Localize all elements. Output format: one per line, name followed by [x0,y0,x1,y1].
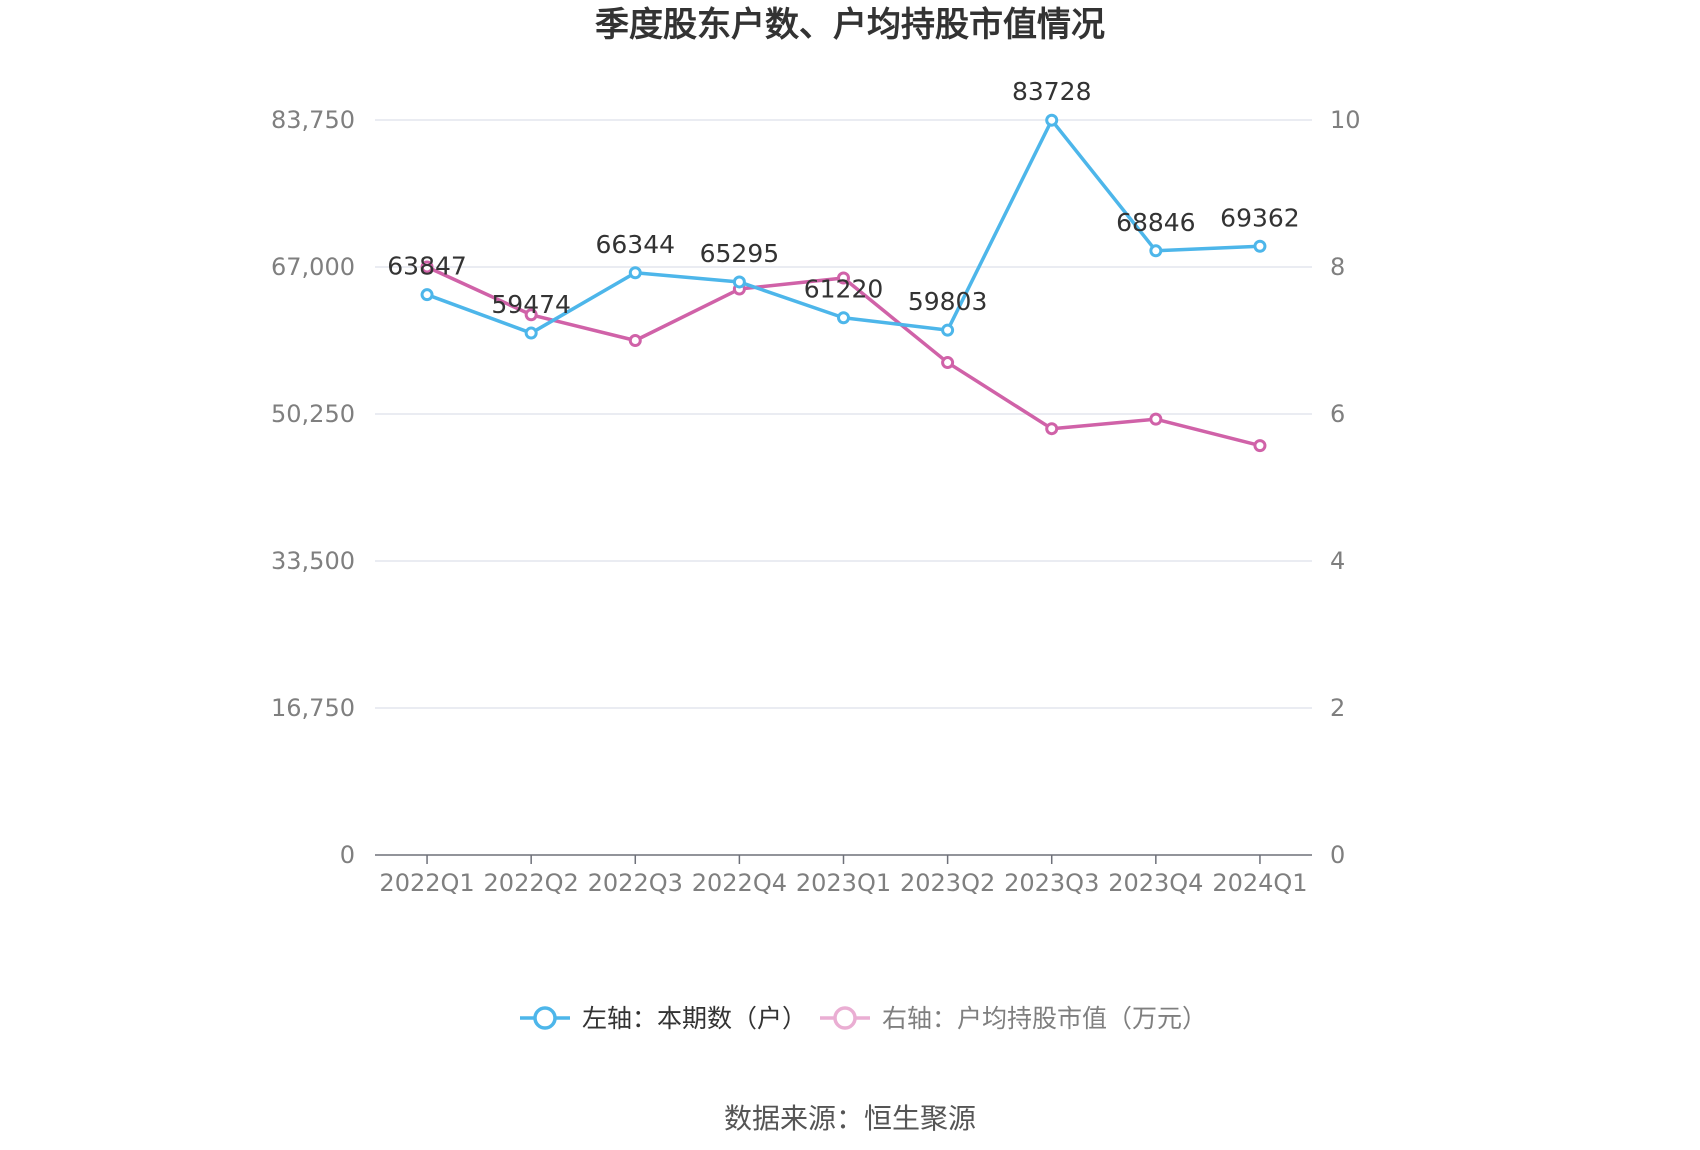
right-tick-label: 2 [1330,694,1345,722]
series-1 [420,260,1267,453]
left-tick-label: 83,750 [271,106,355,134]
x-tick-label: 2023Q3 [1004,869,1099,897]
data-point [628,266,642,280]
right-tick-label: 6 [1330,400,1345,428]
x-tick-label: 2022Q2 [484,869,579,897]
data-point [628,334,642,347]
data-point [420,260,434,274]
data-point [1149,412,1163,426]
left-tick-label: 16,750 [271,694,355,722]
right-tick-label: 8 [1330,253,1345,281]
x-tick-label: 2022Q4 [692,869,787,897]
right-axis-ticks: 0 2 4 6 8 10 [1330,106,1361,869]
data-point [837,311,850,325]
legend-marker [533,1006,557,1030]
chart-title: 季度股东户数、户均持股市值情况 [595,5,1105,45]
data-point [1045,422,1059,436]
data-point [1045,113,1059,127]
data-label: 59474 [491,290,571,319]
left-axis-ticks: 0 16,750 33,500 50,250 67,000 83,750 [271,106,355,869]
data-point [1253,239,1267,253]
data-label: 63847 [387,252,467,281]
x-tick-label: 2023Q2 [900,869,995,897]
series-layer: 63847 59474 66344 65295 61220 59803 83728 68846… [387,77,1300,453]
source-note: 数据来源：恒生聚源 [724,1102,976,1135]
legend-item-0[interactable]: 左轴：本期数（户） [520,1004,807,1033]
legend[interactable]: 左轴：本期数（户） 右轴：户均持股市值（万元） [520,1004,1207,1033]
data-point [941,356,955,370]
data-label: 65295 [700,239,780,268]
data-label: 83728 [1012,77,1092,106]
data-point [732,275,746,289]
x-tick-label: 2022Q1 [379,869,474,897]
legend-marker [833,1006,857,1030]
data-point [941,323,955,337]
series-0 [420,113,1267,340]
right-tick-label: 10 [1330,106,1361,134]
x-tick-label: 2023Q1 [796,869,891,897]
data-label: 59803 [908,287,988,316]
data-label: 69362 [1220,203,1300,232]
data-point [524,308,538,322]
data-point [524,326,538,340]
left-tick-label: 67,000 [271,253,355,281]
legend-label: 右轴：户均持股市值（万元） [882,1004,1207,1033]
right-tick-label: 0 [1330,841,1345,869]
x-tick-label: 2022Q3 [588,869,683,897]
data-label: 68846 [1116,208,1196,237]
data-point [420,288,434,302]
x-tick-label: 2024Q1 [1212,869,1307,897]
left-tick-label: 33,500 [271,547,355,575]
grid-lines [375,119,1312,709]
legend-item-1[interactable]: 右轴：户均持股市值（万元） [820,1004,1207,1033]
left-tick-label: 50,250 [271,400,355,428]
data-label: 61220 [804,275,884,304]
legend-label: 左轴：本期数（户） [582,1004,807,1033]
x-tick-label: 2023Q4 [1108,869,1203,897]
data-point [837,271,850,285]
left-tick-label: 0 [340,841,355,869]
x-axis: 2022Q1 2022Q2 2022Q3 2022Q4 2023Q1 2023Q2 2023… [375,854,1312,897]
data-point [1149,244,1163,258]
data-point [1253,439,1267,453]
data-label: 66344 [596,230,676,259]
right-tick-label: 4 [1330,547,1345,575]
